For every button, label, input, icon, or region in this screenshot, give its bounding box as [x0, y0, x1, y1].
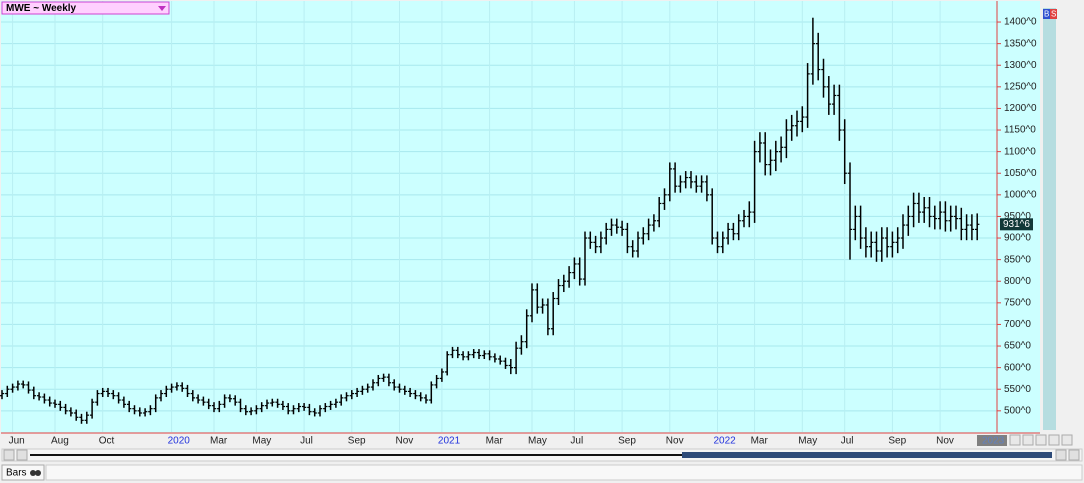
nav-button[interactable] — [1061, 434, 1073, 446]
x-tick-label: Aug — [51, 436, 69, 447]
x-tick-label: Oct — [99, 436, 115, 447]
sell-label: S — [1051, 10, 1056, 19]
x-tick-label: May — [252, 436, 271, 447]
scroll-left-step[interactable] — [16, 449, 28, 461]
symbol-box[interactable] — [1, 1, 170, 15]
x-tick-label: May — [528, 436, 547, 447]
scroll-left[interactable] — [3, 449, 15, 461]
side-strip — [1043, 8, 1056, 430]
y-tick-label: 900^0 — [1004, 233, 1031, 244]
x-tick-label: Mar — [486, 436, 504, 447]
x-tick-label: Nov — [936, 436, 954, 447]
y-tick-label: 850^0 — [1004, 254, 1031, 265]
x-tick-label: Jul — [300, 436, 313, 447]
x-tick-label: 2022 — [714, 436, 737, 447]
y-tick-label: 600^0 — [1004, 362, 1031, 373]
x-tick-label: Jul — [841, 436, 854, 447]
status-icon — [35, 470, 41, 476]
x-tick-label: 2020 — [168, 436, 191, 447]
plot-bg — [1, 1, 1040, 433]
last-price-marker — [1000, 218, 1033, 231]
status-tab[interactable] — [1, 464, 45, 481]
nav-button[interactable] — [1009, 434, 1021, 446]
nav-button[interactable] — [1048, 434, 1060, 446]
status-bar — [45, 464, 1083, 481]
x-tick-label: Jul — [570, 436, 583, 447]
chart-title: MWE ~ Weekly — [6, 3, 77, 14]
sell-button[interactable] — [1050, 9, 1057, 19]
status-label: Bars — [6, 468, 27, 479]
x-tick-label: Nov — [666, 436, 684, 447]
y-tick-label: 700^0 — [1004, 319, 1031, 330]
x-tick-label: 2021 — [438, 436, 461, 447]
y-tick-label: 650^0 — [1004, 341, 1031, 352]
x-tick-label: Jun — [9, 436, 25, 447]
x-tick-label: Sep — [888, 436, 906, 447]
y-tick-label: 1150^0 — [1004, 125, 1036, 136]
x-tick-label: Sep — [618, 436, 636, 447]
y-tick-label: 1350^0 — [1004, 38, 1037, 49]
y-tick-label: 1100^0 — [1004, 146, 1036, 157]
bars — [0, 17, 980, 424]
x-tick-label: Mar — [210, 436, 228, 447]
nav-button[interactable] — [1035, 434, 1047, 446]
x-tick-label: Sep — [348, 436, 366, 447]
dropdown-arrow[interactable] — [158, 6, 166, 11]
y-tick-label: 550^0 — [1004, 384, 1031, 395]
x-tick-label: Nov — [396, 436, 414, 447]
y-tick-label: 500^0 — [1004, 405, 1031, 416]
scroll-right[interactable] — [1068, 449, 1080, 461]
x-edge-label: 2023 — [982, 436, 1005, 447]
y-tick-label: 800^0 — [1004, 276, 1031, 287]
grid — [1, 1, 997, 432]
nav-buttons — [1009, 434, 1073, 446]
status-icon — [30, 470, 36, 476]
last-price-label: 931^6 — [1003, 219, 1030, 230]
y-tick-label: 1000^0 — [1004, 189, 1037, 200]
scroll-right-step[interactable] — [1055, 449, 1067, 461]
scroll-thumb[interactable] — [682, 452, 1052, 458]
y-tick-label: 1250^0 — [1004, 81, 1037, 92]
y-tick-label: 1200^0 — [1004, 103, 1037, 114]
y-tick-label: 750^0 — [1004, 297, 1031, 308]
y-tick-label: 1400^0 — [1004, 17, 1037, 28]
y-tick-label: 1300^0 — [1004, 60, 1037, 71]
x-tick-label: May — [798, 436, 817, 447]
buy-label: B — [1044, 10, 1049, 19]
y-tick-label: 1050^0 — [1004, 168, 1037, 179]
x-tick-label: Mar — [751, 436, 769, 447]
nav-button[interactable] — [1022, 434, 1034, 446]
buy-button[interactable] — [1043, 9, 1050, 19]
y-tick-label: 950^0 — [1004, 211, 1031, 222]
edge-label-bg — [977, 435, 1007, 446]
